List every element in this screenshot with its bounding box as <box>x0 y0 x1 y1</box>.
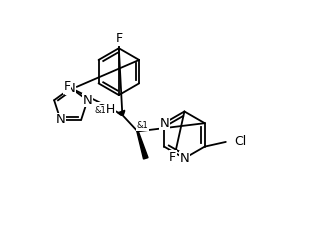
Text: N: N <box>180 152 189 165</box>
Text: &1: &1 <box>137 122 148 131</box>
Text: Cl: Cl <box>234 135 246 148</box>
Text: &1: &1 <box>95 106 107 115</box>
Text: F: F <box>115 32 122 45</box>
Text: N: N <box>56 113 65 126</box>
Text: F: F <box>64 80 71 93</box>
Text: N: N <box>66 82 76 95</box>
Text: N: N <box>159 117 169 130</box>
Polygon shape <box>137 131 148 159</box>
Text: N: N <box>83 94 92 107</box>
Text: F: F <box>169 151 176 164</box>
Text: OH: OH <box>96 103 115 116</box>
